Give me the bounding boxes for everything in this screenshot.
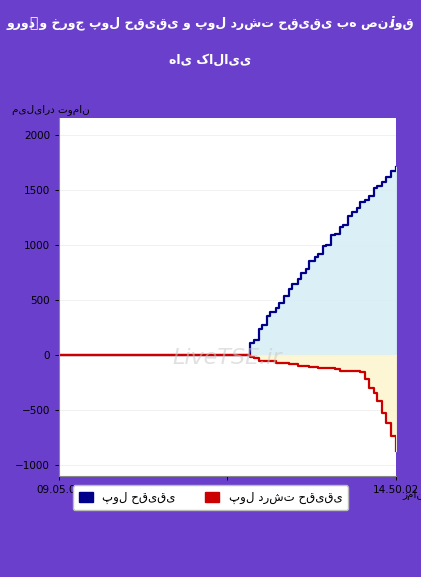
Text: LiveTSE.ir: LiveTSE.ir	[173, 348, 282, 368]
Text: i: i	[389, 16, 394, 31]
Text: میلیارد تومان: میلیارد تومان	[12, 104, 90, 115]
Text: ورود و خروج پول حقیقی و پول درشت حقیقی به صندوق: ورود و خروج پول حقیقی و پول درشت حقیقی ب…	[7, 17, 414, 30]
Text: های کالایی: های کالایی	[169, 54, 252, 67]
Text: زمان: زمان	[402, 490, 421, 500]
Text: 🔗: 🔗	[29, 16, 38, 31]
Legend: پول حقیقی, پول درشت حقیقی: پول حقیقی, پول درشت حقیقی	[73, 485, 348, 510]
